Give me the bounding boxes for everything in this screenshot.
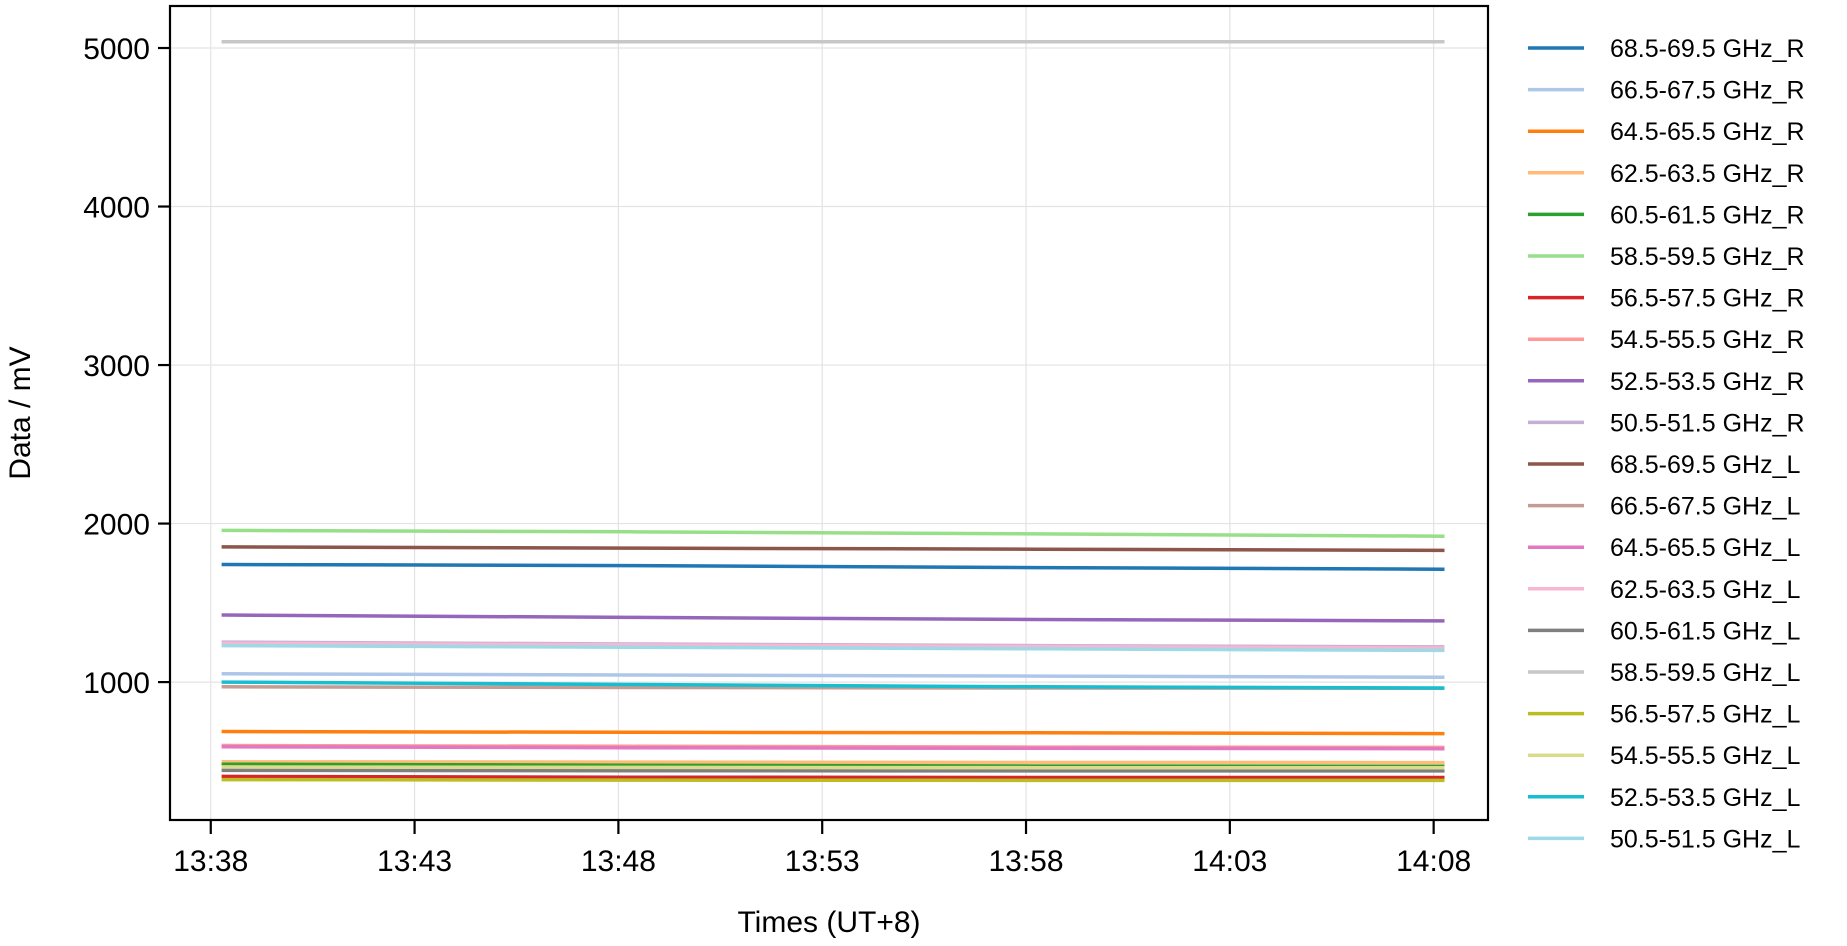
legend-label: 64.5-65.5 GHz_L: [1610, 534, 1800, 562]
legend-label: 64.5-65.5 GHz_R: [1610, 118, 1805, 146]
x-tick-label: 13:58: [988, 845, 1063, 878]
legend-label: 68.5-69.5 GHz_R: [1610, 35, 1805, 63]
y-tick-label: 1000: [83, 667, 150, 700]
y-tick-label: 3000: [83, 350, 150, 383]
series-line: [221, 765, 1445, 770]
series-line: [221, 729, 1445, 736]
y-tick-label: 4000: [83, 192, 150, 225]
series-line: [221, 774, 1445, 780]
legend-label: 56.5-57.5 GHz_L: [1610, 701, 1800, 729]
legend-label: 56.5-57.5 GHz_R: [1610, 285, 1805, 313]
legend-label: 52.5-53.5 GHz_R: [1610, 368, 1805, 396]
series-line: [221, 768, 1445, 773]
series-line: [221, 760, 1445, 765]
legend-label: 66.5-67.5 GHz_L: [1610, 493, 1800, 521]
series-line: [221, 613, 1445, 623]
x-tick-label: 13:43: [377, 845, 452, 878]
series-line: [221, 528, 1445, 538]
legend-label: 62.5-63.5 GHz_L: [1610, 576, 1800, 604]
legend-label: 62.5-63.5 GHz_R: [1610, 160, 1805, 188]
legend-label: 58.5-59.5 GHz_R: [1610, 243, 1805, 271]
legend-label: 66.5-67.5 GHz_R: [1610, 77, 1805, 105]
x-axis: 13:38 13:43 13:48 13:53 13:58 14:03 14:08: [173, 820, 1471, 878]
series-line: [221, 745, 1445, 751]
legend-label: 60.5-61.5 GHz_L: [1610, 617, 1800, 645]
y-tick-label: 5000: [83, 33, 150, 66]
series-line: [221, 641, 1445, 650]
legend-label: 54.5-55.5 GHz_L: [1610, 742, 1800, 770]
legend-label: 68.5-69.5 GHz_L: [1610, 451, 1800, 479]
y-axis-label: Data / mV: [4, 346, 37, 479]
series-line: [221, 562, 1445, 571]
series-line: [221, 777, 1445, 783]
x-tick-label: 14:08: [1396, 845, 1471, 878]
legend-label: 50.5-51.5 GHz_L: [1610, 825, 1800, 853]
plot-frame: [168, 4, 1490, 822]
x-tick-label: 13:38: [173, 845, 248, 878]
x-tick-label: 13:48: [581, 845, 656, 878]
x-tick-label: 14:03: [1192, 845, 1267, 878]
legend-label: 52.5-53.5 GHz_L: [1610, 784, 1800, 812]
x-axis-label: Times (UT+8): [737, 906, 920, 939]
y-tick-label: 2000: [83, 509, 150, 542]
legend: 68.5-69.5 GHz_R 66.5-67.5 GHz_R 64.5-65.5 …: [1528, 35, 1805, 853]
x-tick-label: 13:53: [785, 845, 860, 878]
legend-label: 54.5-55.5 GHz_R: [1610, 326, 1805, 354]
series-line: [221, 680, 1445, 690]
series-line: [221, 643, 1445, 653]
series-line: [221, 545, 1445, 553]
series-lines: [221, 39, 1445, 783]
y-axis: 1000 2000 3000 4000 5000: [83, 33, 170, 700]
legend-label: 60.5-61.5 GHz_R: [1610, 201, 1805, 229]
series-line: [221, 672, 1445, 680]
grid: [170, 6, 1488, 820]
legend-label: 58.5-59.5 GHz_L: [1610, 659, 1800, 687]
legend-label: 50.5-51.5 GHz_R: [1610, 409, 1805, 437]
